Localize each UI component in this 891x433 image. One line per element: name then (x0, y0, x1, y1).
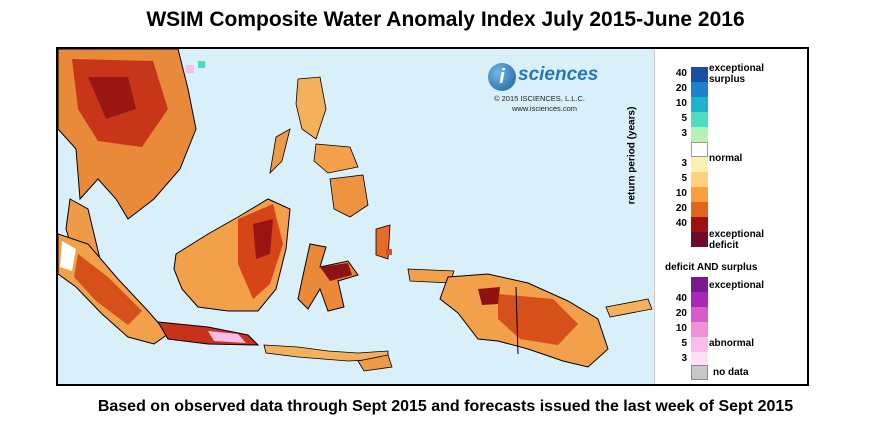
new-britain (605, 298, 653, 318)
legend-surplus-label-2: surplus (709, 74, 746, 85)
java-pink (208, 331, 246, 343)
legend-main-tick-label: 3 (681, 128, 687, 139)
legend-both-swatch (691, 277, 708, 292)
legend-both-title: deficit AND surplus (665, 262, 758, 273)
legend-main-swatch (691, 112, 708, 127)
legend-both-tick-label: 3 (681, 353, 687, 364)
legend-both-swatch (691, 292, 708, 307)
legend-main-swatch (691, 172, 708, 187)
mindanao (329, 174, 369, 218)
visayas (313, 143, 359, 174)
legend-main-tick-label: 3 (681, 158, 687, 169)
legend-both-tick-label: 10 (675, 323, 687, 334)
legend-both-tick-label: 40 (675, 293, 687, 304)
legend-both-swatch (691, 322, 708, 337)
legend-both-top-label: exceptional (709, 280, 765, 291)
sumatra-white-patch (60, 241, 76, 271)
sumatra-deficit (74, 254, 142, 325)
map-frame: i sciences © 2015 ISCIENCES, L.L.C. www.… (56, 47, 809, 386)
legend-main-swatch (691, 232, 708, 247)
legend-main-tick-label: 20 (675, 83, 687, 94)
indonesia-water-anomaly-map: i sciences © 2015 ISCIENCES, L.L.C. www.… (58, 49, 654, 384)
timor (357, 354, 393, 372)
legend-surplus-label-1: exceptional (709, 63, 765, 74)
legend-main-swatch (691, 202, 708, 217)
legend-main-tick-label: 5 (681, 173, 687, 184)
legend-both-tick-label: 20 (675, 308, 687, 319)
legend-deficit-label-2: deficit (709, 240, 739, 251)
legend-no-data-label: no data (713, 367, 749, 378)
legend-main-swatch (691, 142, 708, 157)
papua-border (515, 286, 519, 355)
legend: 40 20 10 5 3 3 5 10 20 40 exceptional surplus nor… (654, 49, 807, 384)
mainland-dark-patch (88, 77, 136, 119)
legend-main-swatch (691, 97, 708, 112)
legend-main-swatch (691, 67, 708, 82)
island-east (198, 61, 205, 68)
island-mid (386, 249, 392, 255)
island-north (186, 65, 194, 73)
palawan (269, 128, 291, 175)
legend-axis-label: return period (years) (626, 106, 638, 205)
legend-main-swatch (691, 82, 708, 97)
legend-both-bottom-label: abnormal (709, 338, 755, 349)
new-guinea-deficit (498, 294, 578, 345)
legend-normal-label: normal (709, 153, 743, 164)
legend-main-tick-label: 40 (675, 68, 687, 79)
isciences-logo-word: sciences (518, 64, 599, 85)
legend-both-swatch (691, 337, 708, 352)
isciences-logo: i sciences © 2015 ISCIENCES, L.L.C. www.… (488, 63, 638, 123)
legend-main-tick-label: 10 (675, 188, 687, 199)
legend-both-tick-label: 5 (681, 338, 687, 349)
legend-main-swatch (691, 187, 708, 202)
legend-no-data-swatch (691, 365, 708, 380)
map-caption: Based on observed data through Sept 2015… (97, 398, 794, 415)
legend-main-tick-label: 40 (675, 218, 687, 229)
borneo-dark (253, 219, 273, 259)
legend-main-tick-label: 10 (675, 98, 687, 109)
legend-both-swatch (691, 307, 708, 322)
legend-both-swatch (691, 352, 708, 367)
website-url: www.isciences.com (512, 104, 578, 113)
map-graphic (58, 49, 653, 372)
legend-main-tick-label: 5 (681, 113, 687, 124)
copyright-text: © 2015 ISCIENCES, L.L.C. (494, 94, 585, 103)
legend-main-tick-label: 20 (675, 203, 687, 214)
isciences-logo-mark: i (488, 63, 516, 91)
legend-main-swatch (691, 157, 708, 172)
luzon (295, 76, 327, 140)
sulawesi-dark (320, 263, 352, 281)
legend-main-swatch (691, 217, 708, 232)
map-title: WSIM Composite Water Anomaly Index July … (146, 8, 745, 31)
legend-main-swatch (691, 127, 708, 142)
legend-deficit-label-1: exceptional (709, 229, 765, 240)
new-guinea-dark (478, 287, 500, 305)
